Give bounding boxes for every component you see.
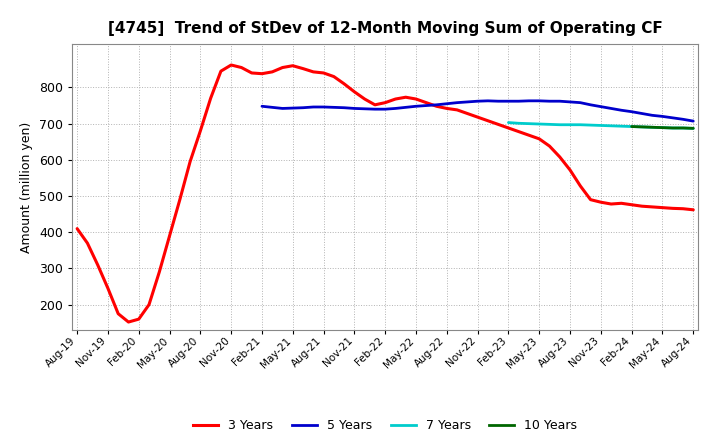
5 Years	[484, 98, 492, 103]
5 Years	[617, 108, 626, 113]
5 Years	[504, 99, 513, 104]
3 Years	[207, 95, 215, 101]
5 Years	[607, 106, 616, 111]
7 Years	[525, 121, 534, 126]
7 Years	[617, 124, 626, 129]
3 Years	[309, 69, 318, 74]
7 Years	[576, 122, 585, 127]
5 Years	[535, 98, 544, 103]
3 Years	[627, 202, 636, 207]
5 Years	[586, 102, 595, 107]
10 Years	[689, 126, 698, 131]
5 Years	[679, 117, 688, 122]
5 Years	[309, 104, 318, 110]
5 Years	[453, 100, 462, 105]
5 Years	[566, 99, 575, 105]
5 Years	[350, 106, 359, 111]
10 Years	[638, 124, 647, 129]
7 Years	[648, 125, 657, 130]
5 Years	[381, 106, 390, 112]
7 Years	[679, 125, 688, 131]
7 Years	[689, 126, 698, 131]
7 Years	[566, 122, 575, 127]
Line: 7 Years: 7 Years	[508, 123, 693, 128]
5 Years	[422, 103, 431, 108]
7 Years	[535, 121, 544, 127]
5 Years	[319, 104, 328, 110]
7 Years	[586, 122, 595, 128]
7 Years	[607, 123, 616, 128]
3 Years	[73, 226, 81, 231]
3 Years	[237, 65, 246, 70]
Line: 10 Years: 10 Years	[631, 127, 693, 128]
10 Years	[648, 125, 657, 130]
10 Years	[627, 124, 636, 129]
5 Years	[555, 99, 564, 104]
5 Years	[648, 113, 657, 118]
10 Years	[658, 125, 667, 130]
5 Years	[689, 118, 698, 124]
5 Years	[494, 99, 503, 104]
3 Years	[422, 100, 431, 105]
5 Years	[391, 106, 400, 111]
5 Years	[402, 105, 410, 110]
7 Years	[658, 125, 667, 130]
3 Years	[227, 62, 235, 68]
5 Years	[514, 99, 523, 104]
Legend: 3 Years, 5 Years, 7 Years, 10 Years: 3 Years, 5 Years, 7 Years, 10 Years	[193, 419, 577, 433]
3 Years	[689, 207, 698, 213]
3 Years	[124, 319, 132, 325]
Line: 3 Years: 3 Years	[77, 65, 693, 322]
7 Years	[597, 123, 606, 128]
5 Years	[443, 101, 451, 106]
5 Years	[463, 99, 472, 105]
Title: [4745]  Trend of StDev of 12-Month Moving Sum of Operating CF: [4745] Trend of StDev of 12-Month Moving…	[108, 21, 662, 36]
10 Years	[668, 125, 677, 131]
5 Years	[473, 99, 482, 104]
7 Years	[668, 125, 677, 131]
5 Years	[576, 100, 585, 105]
5 Years	[299, 105, 307, 110]
5 Years	[668, 115, 677, 121]
10 Years	[679, 125, 688, 131]
5 Years	[597, 104, 606, 109]
Line: 5 Years: 5 Years	[262, 101, 693, 121]
Y-axis label: Amount (million yen): Amount (million yen)	[20, 121, 33, 253]
7 Years	[514, 121, 523, 126]
5 Years	[432, 102, 441, 107]
5 Years	[340, 105, 348, 110]
7 Years	[555, 122, 564, 127]
5 Years	[371, 106, 379, 112]
5 Years	[627, 109, 636, 114]
7 Years	[545, 122, 554, 127]
5 Years	[268, 105, 276, 110]
7 Years	[504, 120, 513, 125]
5 Years	[525, 98, 534, 103]
7 Years	[638, 124, 647, 129]
5 Years	[360, 106, 369, 111]
5 Years	[289, 106, 297, 111]
5 Years	[658, 114, 667, 119]
5 Years	[330, 105, 338, 110]
5 Years	[278, 106, 287, 111]
5 Years	[545, 99, 554, 104]
5 Years	[258, 104, 266, 109]
5 Years	[412, 104, 420, 109]
3 Years	[463, 111, 472, 116]
7 Years	[627, 124, 636, 129]
5 Years	[638, 111, 647, 116]
